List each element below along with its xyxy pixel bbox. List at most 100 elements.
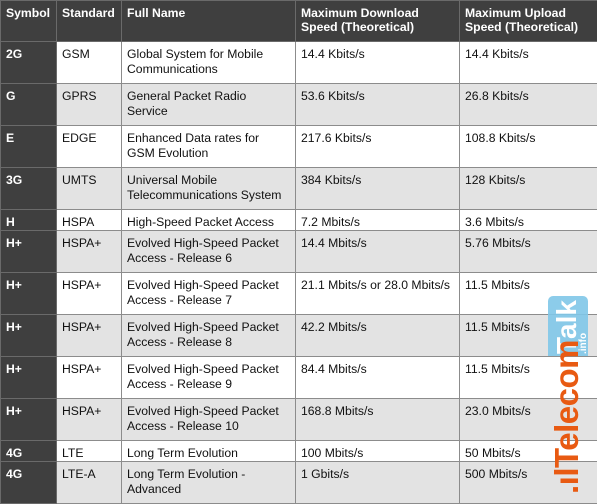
full-name-line1: High-Speed Packet Access bbox=[127, 215, 290, 230]
cell-symbol: 4G bbox=[1, 441, 57, 462]
cell-download: 1 Gbits/s bbox=[296, 462, 460, 504]
header-upload-line1: Maximum Upload bbox=[465, 6, 592, 20]
full-name-line1: Long Term Evolution - bbox=[127, 467, 290, 482]
cell-download: 14.4 Kbits/s bbox=[296, 42, 460, 84]
cell-standard: UMTS bbox=[57, 168, 122, 210]
cell-symbol: H bbox=[1, 210, 57, 231]
cell-full-name: High-Speed Packet Access bbox=[122, 210, 296, 231]
cell-download: 217.6 Kbits/s bbox=[296, 126, 460, 168]
full-name-line1: General Packet Radio bbox=[127, 89, 290, 104]
cell-upload: 26.8 Kbits/s bbox=[460, 84, 597, 126]
cell-download: 384 Kbits/s bbox=[296, 168, 460, 210]
cell-standard: GSM bbox=[57, 42, 122, 84]
full-name-line2: Communications bbox=[127, 62, 290, 77]
full-name-line2: Access - Release 8 bbox=[127, 335, 290, 350]
full-name-line2: Service bbox=[127, 104, 290, 119]
header-upload: Maximum Upload Speed (Theoretical) bbox=[460, 1, 597, 42]
cell-symbol: H+ bbox=[1, 231, 57, 273]
cell-upload: 5.76 Mbits/s bbox=[460, 231, 597, 273]
cell-download: 84.4 Mbits/s bbox=[296, 357, 460, 399]
table-row: H HSPA High-Speed Packet Access 7.2 Mbit… bbox=[1, 210, 597, 231]
cell-download: 53.6 Kbits/s bbox=[296, 84, 460, 126]
full-name-line1: Evolved High-Speed Packet bbox=[127, 362, 290, 377]
cell-symbol: 2G bbox=[1, 42, 57, 84]
full-name-line2: Access - Release 10 bbox=[127, 419, 290, 434]
cell-download: 14.4 Mbits/s bbox=[296, 231, 460, 273]
header-download: Maximum Download Speed (Theoretical) bbox=[296, 1, 460, 42]
cell-symbol: G bbox=[1, 84, 57, 126]
cell-standard: HSPA bbox=[57, 210, 122, 231]
cell-standard: HSPA+ bbox=[57, 273, 122, 315]
cell-standard: HSPA+ bbox=[57, 357, 122, 399]
full-name-line1: Evolved High-Speed Packet bbox=[127, 404, 290, 419]
cell-standard: HSPA+ bbox=[57, 315, 122, 357]
full-name-line1: Evolved High-Speed Packet bbox=[127, 278, 290, 293]
full-name-line2: Access - Release 7 bbox=[127, 293, 290, 308]
cell-full-name: Long Term Evolution bbox=[122, 441, 296, 462]
header-download-line2: Speed (Theoretical) bbox=[301, 20, 454, 34]
cell-download: 100 Mbits/s bbox=[296, 441, 460, 462]
table-row: 4G LTE-A Long Term Evolution -Advanced 1… bbox=[1, 462, 597, 504]
full-name-line1: Global System for Mobile bbox=[127, 47, 290, 62]
cell-symbol: E bbox=[1, 126, 57, 168]
header-symbol: Symbol bbox=[1, 1, 57, 42]
header-download-line1: Maximum Download bbox=[301, 6, 454, 20]
telecomtalk-watermark-logo: Talk .info .ılTelecom bbox=[542, 296, 592, 494]
cell-standard: LTE bbox=[57, 441, 122, 462]
cell-upload: 128 Kbits/s bbox=[460, 168, 597, 210]
cell-standard: GPRS bbox=[57, 84, 122, 126]
full-name-line1: Evolved High-Speed Packet bbox=[127, 236, 290, 251]
full-name-line1: Universal Mobile bbox=[127, 173, 290, 188]
table-row: 4G LTE Long Term Evolution 100 Mbits/s 5… bbox=[1, 441, 597, 462]
full-name-line2: Advanced bbox=[127, 482, 290, 497]
watermark-telecom-text: .ılTelecom bbox=[548, 340, 586, 494]
cell-download: 21.1 Mbits/s or 28.0 Mbits/s bbox=[296, 273, 460, 315]
cell-symbol: H+ bbox=[1, 357, 57, 399]
cell-symbol: H+ bbox=[1, 315, 57, 357]
cell-download: 42.2 Mbits/s bbox=[296, 315, 460, 357]
cell-symbol: 4G bbox=[1, 462, 57, 504]
cell-download: 168.8 Mbits/s bbox=[296, 399, 460, 441]
cell-upload: 3.6 Mbits/s bbox=[460, 210, 597, 231]
header-upload-line2: Speed (Theoretical) bbox=[465, 20, 592, 34]
full-name-line2: GSM Evolution bbox=[127, 146, 290, 161]
full-name-line2: Access - Release 6 bbox=[127, 251, 290, 266]
cell-symbol: H+ bbox=[1, 399, 57, 441]
full-name-line1: Evolved High-Speed Packet bbox=[127, 320, 290, 335]
table-header-row: Symbol Standard Full Name Maximum Downlo… bbox=[1, 1, 597, 42]
cell-symbol: H+ bbox=[1, 273, 57, 315]
header-standard: Standard bbox=[57, 1, 122, 42]
cell-download: 7.2 Mbits/s bbox=[296, 210, 460, 231]
header-full-name: Full Name bbox=[122, 1, 296, 42]
cell-upload: 14.4 Kbits/s bbox=[460, 42, 597, 84]
cell-standard: HSPA+ bbox=[57, 399, 122, 441]
cell-full-name: Long Term Evolution -Advanced bbox=[122, 462, 296, 504]
full-name-line1: Long Term Evolution bbox=[127, 446, 290, 461]
full-name-line2: Access - Release 9 bbox=[127, 377, 290, 392]
full-name-line2: Telecommunications System bbox=[127, 188, 290, 203]
full-name-line1: Enhanced Data rates for bbox=[127, 131, 290, 146]
cell-standard: LTE-A bbox=[57, 462, 122, 504]
cell-symbol: 3G bbox=[1, 168, 57, 210]
cell-standard: EDGE bbox=[57, 126, 122, 168]
cell-upload: 108.8 Kbits/s bbox=[460, 126, 597, 168]
